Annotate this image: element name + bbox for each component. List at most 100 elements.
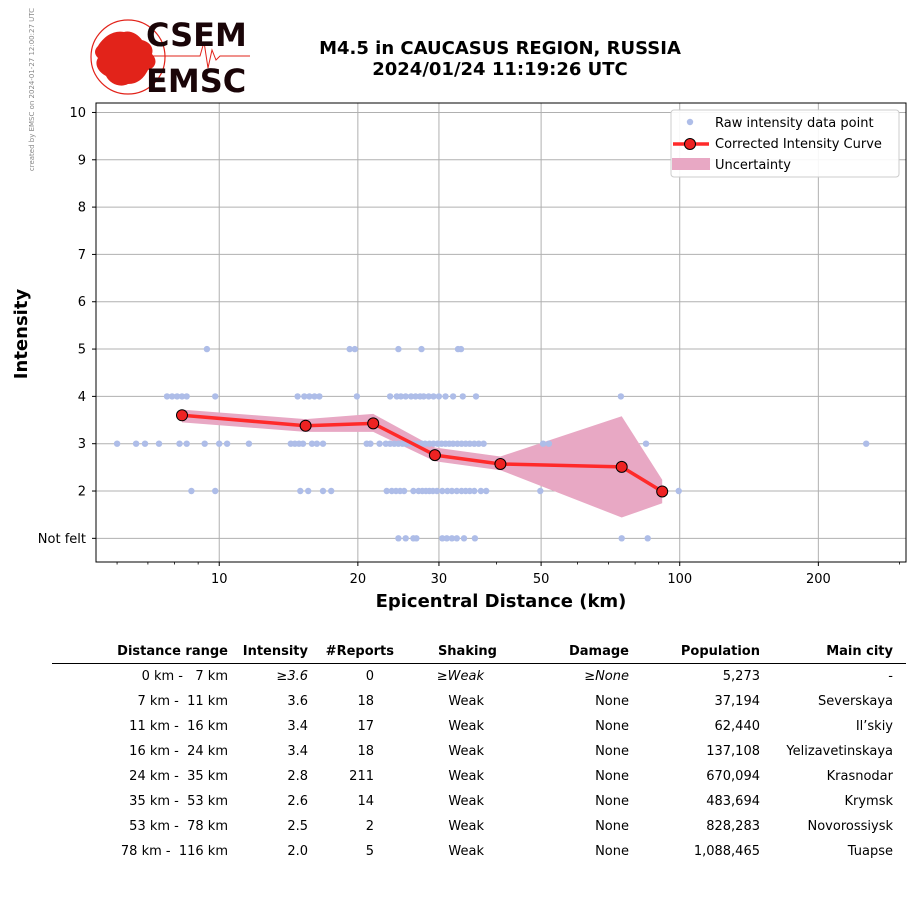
corrected-intensity-marker: [299, 419, 312, 432]
raw-data-point: [176, 440, 183, 447]
cell-shaking: Weak: [448, 769, 484, 784]
cell-damage: None: [595, 744, 629, 759]
x-tick-label: 20: [350, 572, 367, 587]
cell-intensity: 2.5: [287, 819, 308, 834]
cell-city: Krasnodar: [826, 769, 893, 784]
raw-data-point: [448, 487, 456, 495]
legend-box: [670, 109, 900, 178]
raw-data-point: [178, 393, 186, 400]
logo-line2: EMSC: [146, 62, 246, 98]
y-tick-label: 5: [78, 343, 86, 358]
raw-data-point: [168, 393, 176, 400]
cell-population: 137,108: [706, 744, 760, 759]
cell-range: 24 km - 35 km: [129, 769, 228, 784]
cell-shaking: Weak: [448, 744, 484, 759]
corrected-intensity-marker: [176, 409, 188, 422]
raw-data-point: [439, 535, 446, 542]
logo-globe: [90, 19, 166, 95]
cell-shaking: Weak: [448, 819, 484, 834]
cell-reports: 0: [365, 669, 374, 684]
cell-city: Yelizavetinskaya: [786, 744, 893, 759]
cell-intensity: 2.0: [287, 844, 308, 859]
legend: Raw intensity data point Corrected Inten…: [670, 109, 900, 178]
cell-reports: 2: [365, 819, 374, 834]
raw-data-point: [216, 440, 223, 447]
cell-population: 5,273: [722, 669, 760, 684]
raw-data-point: [537, 487, 544, 495]
raw-data-point: [397, 393, 405, 400]
table-row: 11 km - 16 km 3.4 17 Weak None 62,440 Il…: [52, 714, 906, 739]
header-shaking: Shaking: [394, 640, 497, 664]
cell-damage: None: [595, 819, 629, 834]
raw-data-point: [402, 393, 409, 400]
x-tick-label: 10: [211, 572, 228, 587]
cell-population: 62,440: [714, 719, 761, 734]
table-row: 53 km - 78 km 2.5 2 Weak None 828,283 No…: [52, 814, 906, 839]
raw-data-point: [297, 487, 304, 495]
raw-data-point: [203, 345, 211, 353]
cell-reports: 5: [365, 844, 374, 859]
cell-intensity: 3.6: [287, 694, 308, 709]
raw-data-point: [188, 487, 195, 495]
cell-city: Novorossiysk: [807, 819, 894, 834]
raw-data-point: [319, 487, 327, 495]
raw-data-point: [305, 487, 312, 495]
table-row: 35 km - 53 km 2.6 14 Weak None 483,694 K…: [52, 789, 906, 814]
legend-curve-label: Corrected Intensity Curve: [715, 137, 882, 152]
raw-data-point: [386, 393, 394, 400]
raw-data-point: [863, 440, 870, 447]
raw-data-point: [346, 345, 353, 353]
y-tick-label: 10: [69, 106, 86, 121]
raw-data-point: [675, 487, 682, 495]
raw-data-point: [618, 535, 625, 542]
cell-intensity: ≥3.6: [276, 669, 308, 684]
uncertainty-band: [182, 409, 663, 518]
raw-data-point: [420, 393, 427, 400]
cell-city: Severskaya: [818, 694, 893, 709]
cell-city: -: [888, 669, 893, 684]
table-header-row: Distance range Intensity #Reports Shakin…: [52, 640, 906, 664]
raw-data-point: [480, 440, 487, 447]
cell-city: Tuapse: [847, 844, 893, 859]
raw-data-point: [400, 487, 408, 495]
raw-data-point: [316, 393, 323, 400]
cell-intensity: 3.4: [287, 719, 308, 734]
table-row: 7 km - 11 km 3.6 18 Weak None 37,194 Sev…: [52, 689, 906, 714]
raw-data-point: [644, 535, 651, 542]
raw-data-point: [313, 440, 321, 447]
raw-data-point: [433, 487, 441, 495]
table-row: 0 km - 7 km ≥3.6 0 ≥Weak ≥None 5,273 -: [52, 664, 906, 690]
header-distance-range: Distance range: [52, 640, 228, 664]
cell-range: 7 km - 11 km: [137, 694, 228, 709]
header-population: Population: [629, 640, 760, 664]
cell-reports: 17: [357, 719, 374, 734]
cell-city: Il’skiy: [855, 719, 893, 734]
y-tick-label: 9: [78, 153, 86, 168]
header-damage: Damage: [497, 640, 629, 664]
raw-data-point: [413, 535, 420, 542]
table-row: 16 km - 24 km 3.4 18 Weak None 137,108 Y…: [52, 739, 906, 764]
cell-shaking: Weak: [448, 844, 484, 859]
cell-range: 0 km - 7 km: [141, 669, 228, 684]
raw-data-point: [471, 440, 478, 447]
legend-curve-marker: [684, 138, 696, 150]
raw-data-point: [294, 393, 301, 400]
raw-data-point: [328, 487, 335, 495]
raw-data-point: [163, 393, 171, 400]
raw-data-point: [155, 440, 163, 447]
raw-data-point: [466, 487, 473, 495]
raw-data-point: [212, 487, 219, 495]
corrected-intensity-marker: [494, 458, 507, 470]
raw-data-point: [642, 440, 650, 447]
cell-damage: None: [595, 794, 629, 809]
raw-data-point: [301, 393, 308, 400]
raw-data-point: [475, 440, 482, 447]
cell-city: Krymsk: [844, 794, 893, 809]
table-row: 24 km - 35 km 2.8 211 Weak None 670,094 …: [52, 764, 906, 789]
legend-band-label: Uncertainty: [715, 158, 791, 173]
raw-data-point: [425, 393, 432, 400]
x-axis-label: Epicentral Distance (km): [376, 591, 627, 612]
cell-population: 670,094: [706, 769, 760, 784]
y-tick-label: Not felt: [38, 532, 86, 547]
y-tick-label: 7: [78, 248, 86, 263]
